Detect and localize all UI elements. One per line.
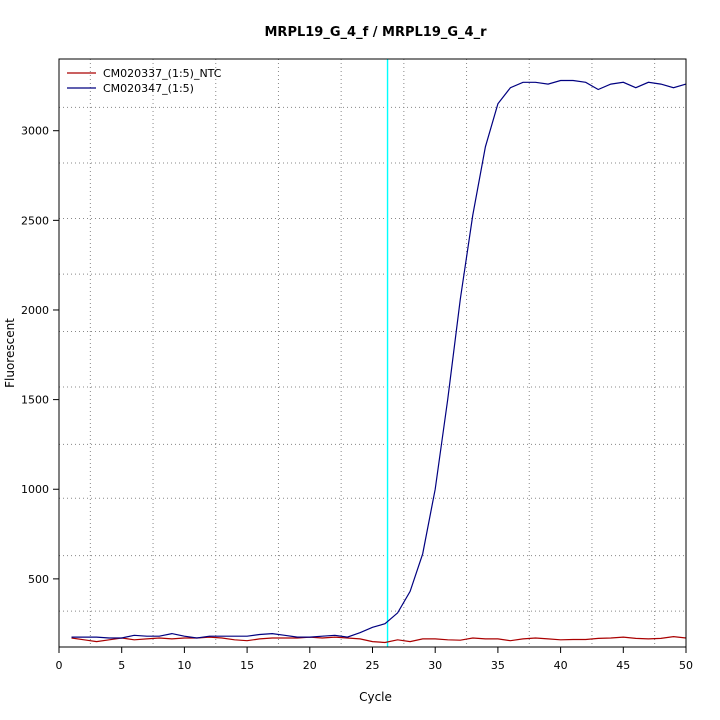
y-tick-label: 3000	[21, 125, 49, 138]
legend-label-2: CM020347_(1:5)	[103, 82, 194, 95]
series-line-1	[71, 635, 687, 644]
x-tick-label: 20	[303, 659, 317, 672]
x-tick-label: 45	[616, 659, 630, 672]
x-tick-label: 0	[56, 659, 63, 672]
y-tick-label: 2000	[21, 304, 49, 317]
x-tick-label: 10	[177, 659, 191, 672]
series-layer	[71, 79, 687, 644]
x-tick-label: 5	[118, 659, 125, 672]
y-tick-label: 1000	[21, 483, 49, 496]
x-tick-label: 25	[366, 659, 380, 672]
chart-title: MRPL19_G_4_f / MRPL19_G_4_r	[265, 25, 488, 40]
x-tick-label: 40	[554, 659, 568, 672]
x-tick-label: 30	[428, 659, 442, 672]
x-axis: 0 5 10 15 20 25 30 35 40 45 50	[56, 647, 693, 672]
series-line-2	[71, 79, 687, 639]
x-tick-label: 35	[491, 659, 505, 672]
x-tick-label: 50	[679, 659, 693, 672]
y-axis-label: Fluorescent	[3, 318, 17, 388]
y-tick-label: 2500	[21, 214, 49, 227]
y-tick-label: 1500	[21, 394, 49, 407]
x-axis-label: Cycle	[359, 690, 392, 704]
y-tick-label: 500	[28, 573, 49, 586]
legend: CM020337_(1:5)_NTC CM020347_(1:5)	[67, 67, 222, 95]
legend-label-1: CM020337_(1:5)_NTC	[103, 67, 222, 80]
y-axis: 500 1000 1500 2000 2500 3000	[21, 125, 59, 586]
grid	[59, 59, 686, 647]
x-tick-label: 15	[240, 659, 254, 672]
